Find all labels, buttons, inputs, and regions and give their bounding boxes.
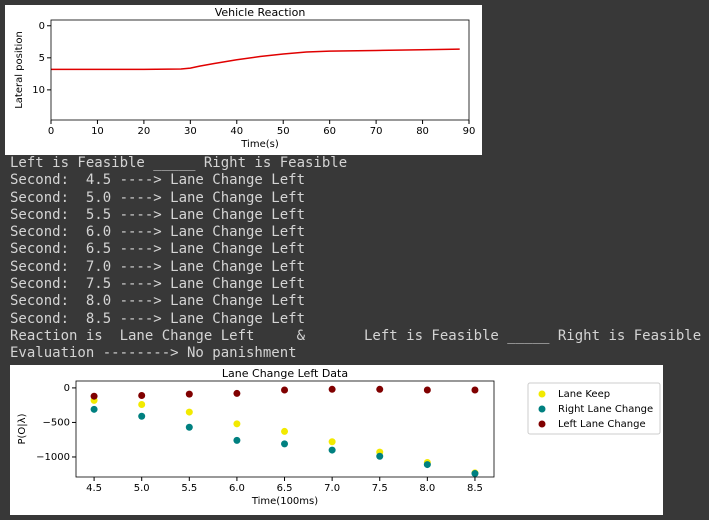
data-point (471, 386, 479, 394)
y-tick-label: 0 (64, 383, 70, 394)
data-point (185, 390, 193, 398)
console-line: Second: 6.5 ----> Lane Change Left (10, 241, 306, 258)
legend-label: Lane Keep (558, 389, 610, 400)
x-tick-label: 50 (277, 126, 290, 137)
console-line: Second: 7.5 ----> Lane Change Left (10, 276, 306, 293)
legend-label: Left Lane Change (558, 419, 646, 430)
console-line: Left is Feasible _____ Right is Feasible (10, 155, 348, 171)
data-point (471, 470, 479, 478)
plot-frame (50, 19, 470, 121)
plot-frame (75, 380, 495, 478)
x-tick-label: 80 (416, 126, 429, 137)
x-tick-label: 0 (48, 126, 54, 137)
x-tick-label: 40 (230, 126, 243, 137)
console-line: Second: 5.0 ----> Lane Change Left (10, 189, 306, 206)
chart-title: Lane Change Left Data (222, 367, 348, 380)
x-tick-label: 60 (323, 126, 336, 137)
data-point (138, 400, 146, 408)
x-tick-label: 8.0 (419, 483, 435, 494)
data-point (233, 420, 241, 428)
console-line: Second: 6.0 ----> Lane Change Left (10, 224, 306, 241)
data-point (281, 440, 289, 448)
x-tick-label: 90 (463, 126, 476, 137)
console-line: Second: 5.5 ----> Lane Change Left (10, 206, 306, 223)
console-line: Second: 8.0 ----> Lane Change Left (10, 293, 306, 310)
data-point (281, 427, 289, 435)
console-output: Left is Feasible _____ Right is Feasible… (10, 155, 701, 363)
y-tick-label: 5 (39, 53, 45, 64)
x-tick-label: 8.5 (467, 483, 483, 494)
data-point (138, 412, 146, 420)
legend-marker (538, 390, 546, 398)
console-line: Reaction is Lane Change Left & Left is F… (10, 327, 702, 344)
console-line: Second: 7.0 ----> Lane Change Left (10, 258, 306, 275)
x-tick-label: 70 (370, 126, 383, 137)
y-axis-label: Lateral position (14, 31, 25, 109)
data-point (90, 392, 98, 400)
chart: Vehicle Reaction 0 10 20 30 40 50 60 70 80 90 0 5 10 T… (5, 5, 482, 155)
y-tick-label: −500 (43, 417, 70, 428)
console-line: Second: 4.5 ----> Lane Change Left (10, 172, 306, 189)
legend-label: Right Lane Change (558, 404, 653, 415)
data-line (51, 48, 460, 71)
y-tick-label: −1000 (36, 452, 70, 463)
data-point (185, 408, 193, 416)
data-point (328, 438, 336, 446)
chart-title: Vehicle Reaction (215, 6, 306, 19)
y-tick-label: 10 (32, 85, 45, 96)
legend-marker (538, 420, 546, 428)
chart: Lane Change Left Data 4.5 5.0 5.5 6.0 6.5 7.0 7… (10, 365, 663, 515)
data-point (90, 405, 98, 413)
x-tick-label: 5.5 (181, 483, 197, 494)
data-point (281, 386, 289, 394)
y-tick-label: 0 (39, 21, 45, 32)
x-tick-label: 5.0 (134, 483, 150, 494)
data-point (138, 392, 146, 400)
console-line: Evaluation --------> No panishment (10, 345, 297, 362)
data-point (423, 461, 431, 469)
x-tick-label: 4.5 (86, 483, 102, 494)
console-line: Second: 8.5 ----> Lane Change Left (10, 310, 306, 327)
x-tick-label: 20 (138, 126, 151, 137)
x-tick-label: 10 (91, 126, 104, 137)
x-tick-label: 7.0 (324, 483, 340, 494)
data-point (423, 386, 431, 394)
legend-marker (538, 405, 546, 413)
legend-box (527, 382, 661, 435)
x-tick-label: 6.0 (229, 483, 245, 494)
data-point (233, 389, 241, 397)
x-tick-label: 6.5 (277, 483, 293, 494)
data-point (328, 446, 336, 454)
x-tick-label: 30 (184, 126, 197, 137)
x-tick-label: 7.5 (372, 483, 388, 494)
data-point (185, 423, 193, 431)
data-point (328, 385, 336, 393)
y-axis-label: P(O|λ) (17, 413, 28, 444)
x-axis-label: Time(s) (240, 139, 279, 150)
data-point (233, 436, 241, 444)
data-point (376, 452, 384, 460)
x-axis-label: Time(100ms) (251, 496, 318, 507)
data-point (376, 385, 384, 393)
